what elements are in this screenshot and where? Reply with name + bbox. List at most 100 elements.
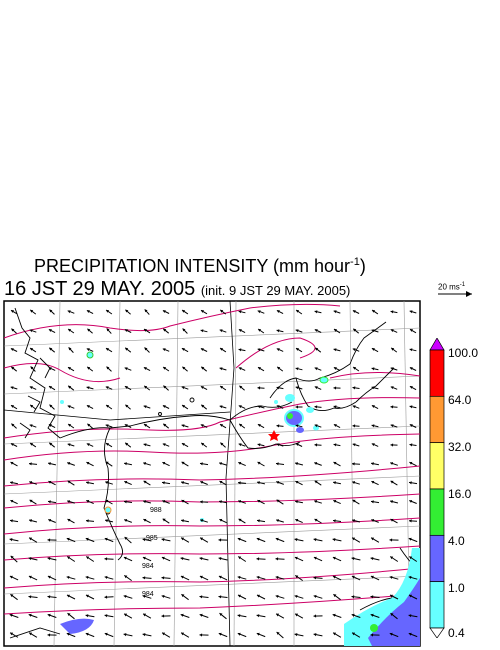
precipitation-areas <box>60 351 420 646</box>
wind-arrow-head <box>142 633 146 637</box>
wind-arrow-head <box>294 594 298 598</box>
wind-arrow-head <box>68 424 72 427</box>
colorbar-segment <box>429 395 445 444</box>
lat-lon-grid <box>3 300 421 647</box>
wind-arrow-head <box>66 537 70 541</box>
wind-arrow-head <box>409 424 413 427</box>
wind-arrow-head <box>351 613 355 617</box>
wind-arrow-head <box>86 594 89 598</box>
colorbar-top-triangle <box>429 338 445 351</box>
title-exponent: -1 <box>350 256 360 268</box>
wind-arrow-head <box>201 442 205 446</box>
wind-arrow-head <box>142 594 146 598</box>
wind-arrow-head <box>371 500 374 504</box>
wind-arrow-head <box>295 424 299 428</box>
title-text: PRECIPITATION INTENSITY (mm hour <box>34 256 351 276</box>
wind-arrow-head <box>200 329 204 333</box>
wind-arrow-head <box>85 632 89 636</box>
wind-arrow-head <box>67 594 70 598</box>
wind-reference-label: 20 ms-1 <box>438 282 466 292</box>
wind-arrow-head <box>85 575 89 579</box>
wind-arrow-head <box>276 310 280 313</box>
wind-arrow-head <box>144 347 148 351</box>
wind-arrow-head <box>238 367 242 371</box>
wind-arrow-head <box>220 309 224 313</box>
wind-arrow-head <box>219 518 223 522</box>
wind-arrow-head <box>390 556 394 560</box>
wind-arrow-head <box>276 462 279 466</box>
wind-reference: 20 ms-1 <box>436 282 476 298</box>
wind-arrow-head <box>29 329 33 333</box>
wind-arrow-head <box>238 348 242 352</box>
wind-arrow-head <box>124 575 128 579</box>
wind-arrow-head <box>390 443 394 447</box>
wind-arrow-head <box>200 537 204 541</box>
wind-arrow-head <box>47 633 51 637</box>
wind-arrow-head <box>106 328 110 332</box>
contour-label: 988 <box>150 507 162 514</box>
wind-arrow-head <box>238 310 242 314</box>
wind-arrow-head <box>201 366 205 370</box>
colorbar-segment <box>429 581 445 629</box>
wind-arrow-head <box>276 348 280 352</box>
wind-arrow-head <box>124 500 127 504</box>
map-frame <box>3 300 421 647</box>
wind-arrow-head <box>47 613 51 617</box>
wind-arrow-head <box>66 575 70 579</box>
wind-arrow-head <box>314 424 318 428</box>
wind-arrow-head <box>180 557 184 561</box>
wind-arrow-head <box>390 462 394 465</box>
colorbar-segment <box>429 442 445 490</box>
wind-arrow-head <box>238 443 242 447</box>
wind-arrow-head <box>124 424 128 427</box>
wind-arrow-head <box>239 423 243 427</box>
wind-arrow-head <box>199 613 203 617</box>
wind-arrow-head <box>257 594 260 598</box>
wind-arrow-head <box>29 632 33 636</box>
wind-arrow-head <box>105 499 109 503</box>
title-end: ) <box>359 256 366 276</box>
wind-arrow-head <box>181 443 185 446</box>
wind-arrow-head <box>67 613 71 616</box>
wind-arrow-head <box>124 519 128 522</box>
wind-arrow-head <box>161 594 165 598</box>
wind-arrow-head <box>390 329 394 333</box>
wind-arrow-head <box>124 537 128 540</box>
wind-arrow-head <box>238 500 242 503</box>
wind-arrow-head <box>238 556 242 560</box>
wind-arrow-head <box>276 519 279 523</box>
wind-arrow-head <box>28 557 32 561</box>
wind-arrow-head <box>313 538 317 542</box>
wind-arrow-head <box>219 405 223 409</box>
wind-arrow-head <box>162 632 166 636</box>
wind-arrow-head <box>200 519 204 523</box>
wind-arrow-head <box>30 366 34 370</box>
wind-arrow-head <box>49 404 53 408</box>
pressure-contours <box>3 303 421 615</box>
wind-arrow-head <box>199 557 203 561</box>
wind-arrow-head <box>409 594 412 598</box>
wind-arrow-head <box>314 480 318 484</box>
wind-arrow-head <box>294 538 298 542</box>
wind-arrow-head <box>275 594 279 598</box>
wind-arrow-head <box>181 481 184 485</box>
wind-arrow-head <box>11 310 14 313</box>
wind-arrow-head <box>47 538 51 542</box>
wind-arrow-head <box>28 595 32 599</box>
wind-arrow-head <box>123 633 127 637</box>
wind-arrow-head <box>105 386 109 390</box>
wind-arrow-head <box>353 328 357 332</box>
wind-arrow-head <box>28 613 32 617</box>
wind-arrow-head <box>86 348 90 352</box>
wind-arrow-head <box>219 613 223 616</box>
wind-arrow-head <box>30 404 34 408</box>
wind-arrow-head <box>371 405 375 408</box>
wind-arrow-head <box>390 310 394 314</box>
wind-arrow-head <box>218 575 222 579</box>
colorbar-label: 0.4 <box>448 626 465 640</box>
wind-arrow-head <box>294 633 298 637</box>
wind-arrow-head <box>352 348 356 352</box>
wind-arrow-head <box>371 480 375 484</box>
wind-arrow-head <box>181 519 184 523</box>
wind-arrow-head <box>219 329 223 333</box>
